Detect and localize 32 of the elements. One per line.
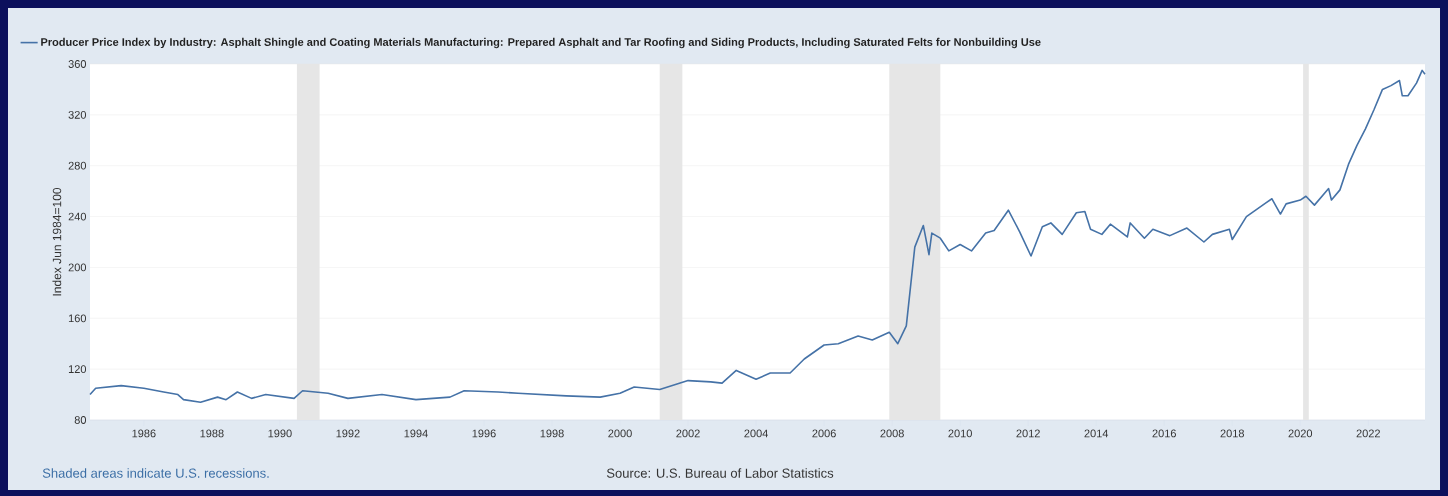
text: Shaded areas indicate U.S. recessions. xyxy=(42,468,269,478)
y-tick-label: 280 xyxy=(68,161,87,170)
y-tick-label: 240 xyxy=(68,212,87,221)
legend-label: Producer Price Index by Industry: Asphalt Shingle and Coating Materials Manufacturing: Prepared Asphalt and Tar Roofing and Siding Products, Including Saturated Felts for Nonbuilding Use xyxy=(41,37,1041,49)
x-tick-label: 1986 xyxy=(132,429,156,438)
y-tick-label: 200 xyxy=(68,263,87,272)
x-tick-label: 2000 xyxy=(608,429,632,438)
x-tick-label: 2006 xyxy=(812,429,836,438)
x-tick-label: 1990 xyxy=(268,429,292,438)
x-tick-label: 1988 xyxy=(200,429,224,438)
y-tick-label: 120 xyxy=(68,365,87,374)
x-tick-label: 2016 xyxy=(1152,429,1176,438)
x-tick-label: 1998 xyxy=(540,429,564,438)
x-tick-label: 2022 xyxy=(1356,429,1380,438)
x-tick-label: 2004 xyxy=(744,429,768,438)
y-tick-label: 80 xyxy=(74,416,87,424)
x-tick-label: 1996 xyxy=(472,429,496,438)
x-tick-label: 2010 xyxy=(948,429,972,438)
x-tick-label: 2002 xyxy=(676,429,700,438)
x-tick-label: 1994 xyxy=(404,429,428,438)
y-tick-label: 160 xyxy=(68,314,87,323)
y-tick-label: 360 xyxy=(68,60,87,68)
x-tick-label: 2012 xyxy=(1016,429,1040,438)
x-tick-label: 2020 xyxy=(1288,429,1313,438)
line-series xyxy=(89,69,1426,403)
y-tick-label: 320 xyxy=(68,110,87,119)
source-note: Source: U.S. Bureau of Labor Statistics xyxy=(606,468,834,478)
y-axis-title: Index Jun 1984=100 xyxy=(52,187,62,296)
x-tick-label: 2014 xyxy=(1084,429,1109,438)
x-tick-label: 2018 xyxy=(1220,429,1244,438)
x-tick-label: 1992 xyxy=(336,429,360,438)
x-tick-label: 2008 xyxy=(880,429,904,438)
